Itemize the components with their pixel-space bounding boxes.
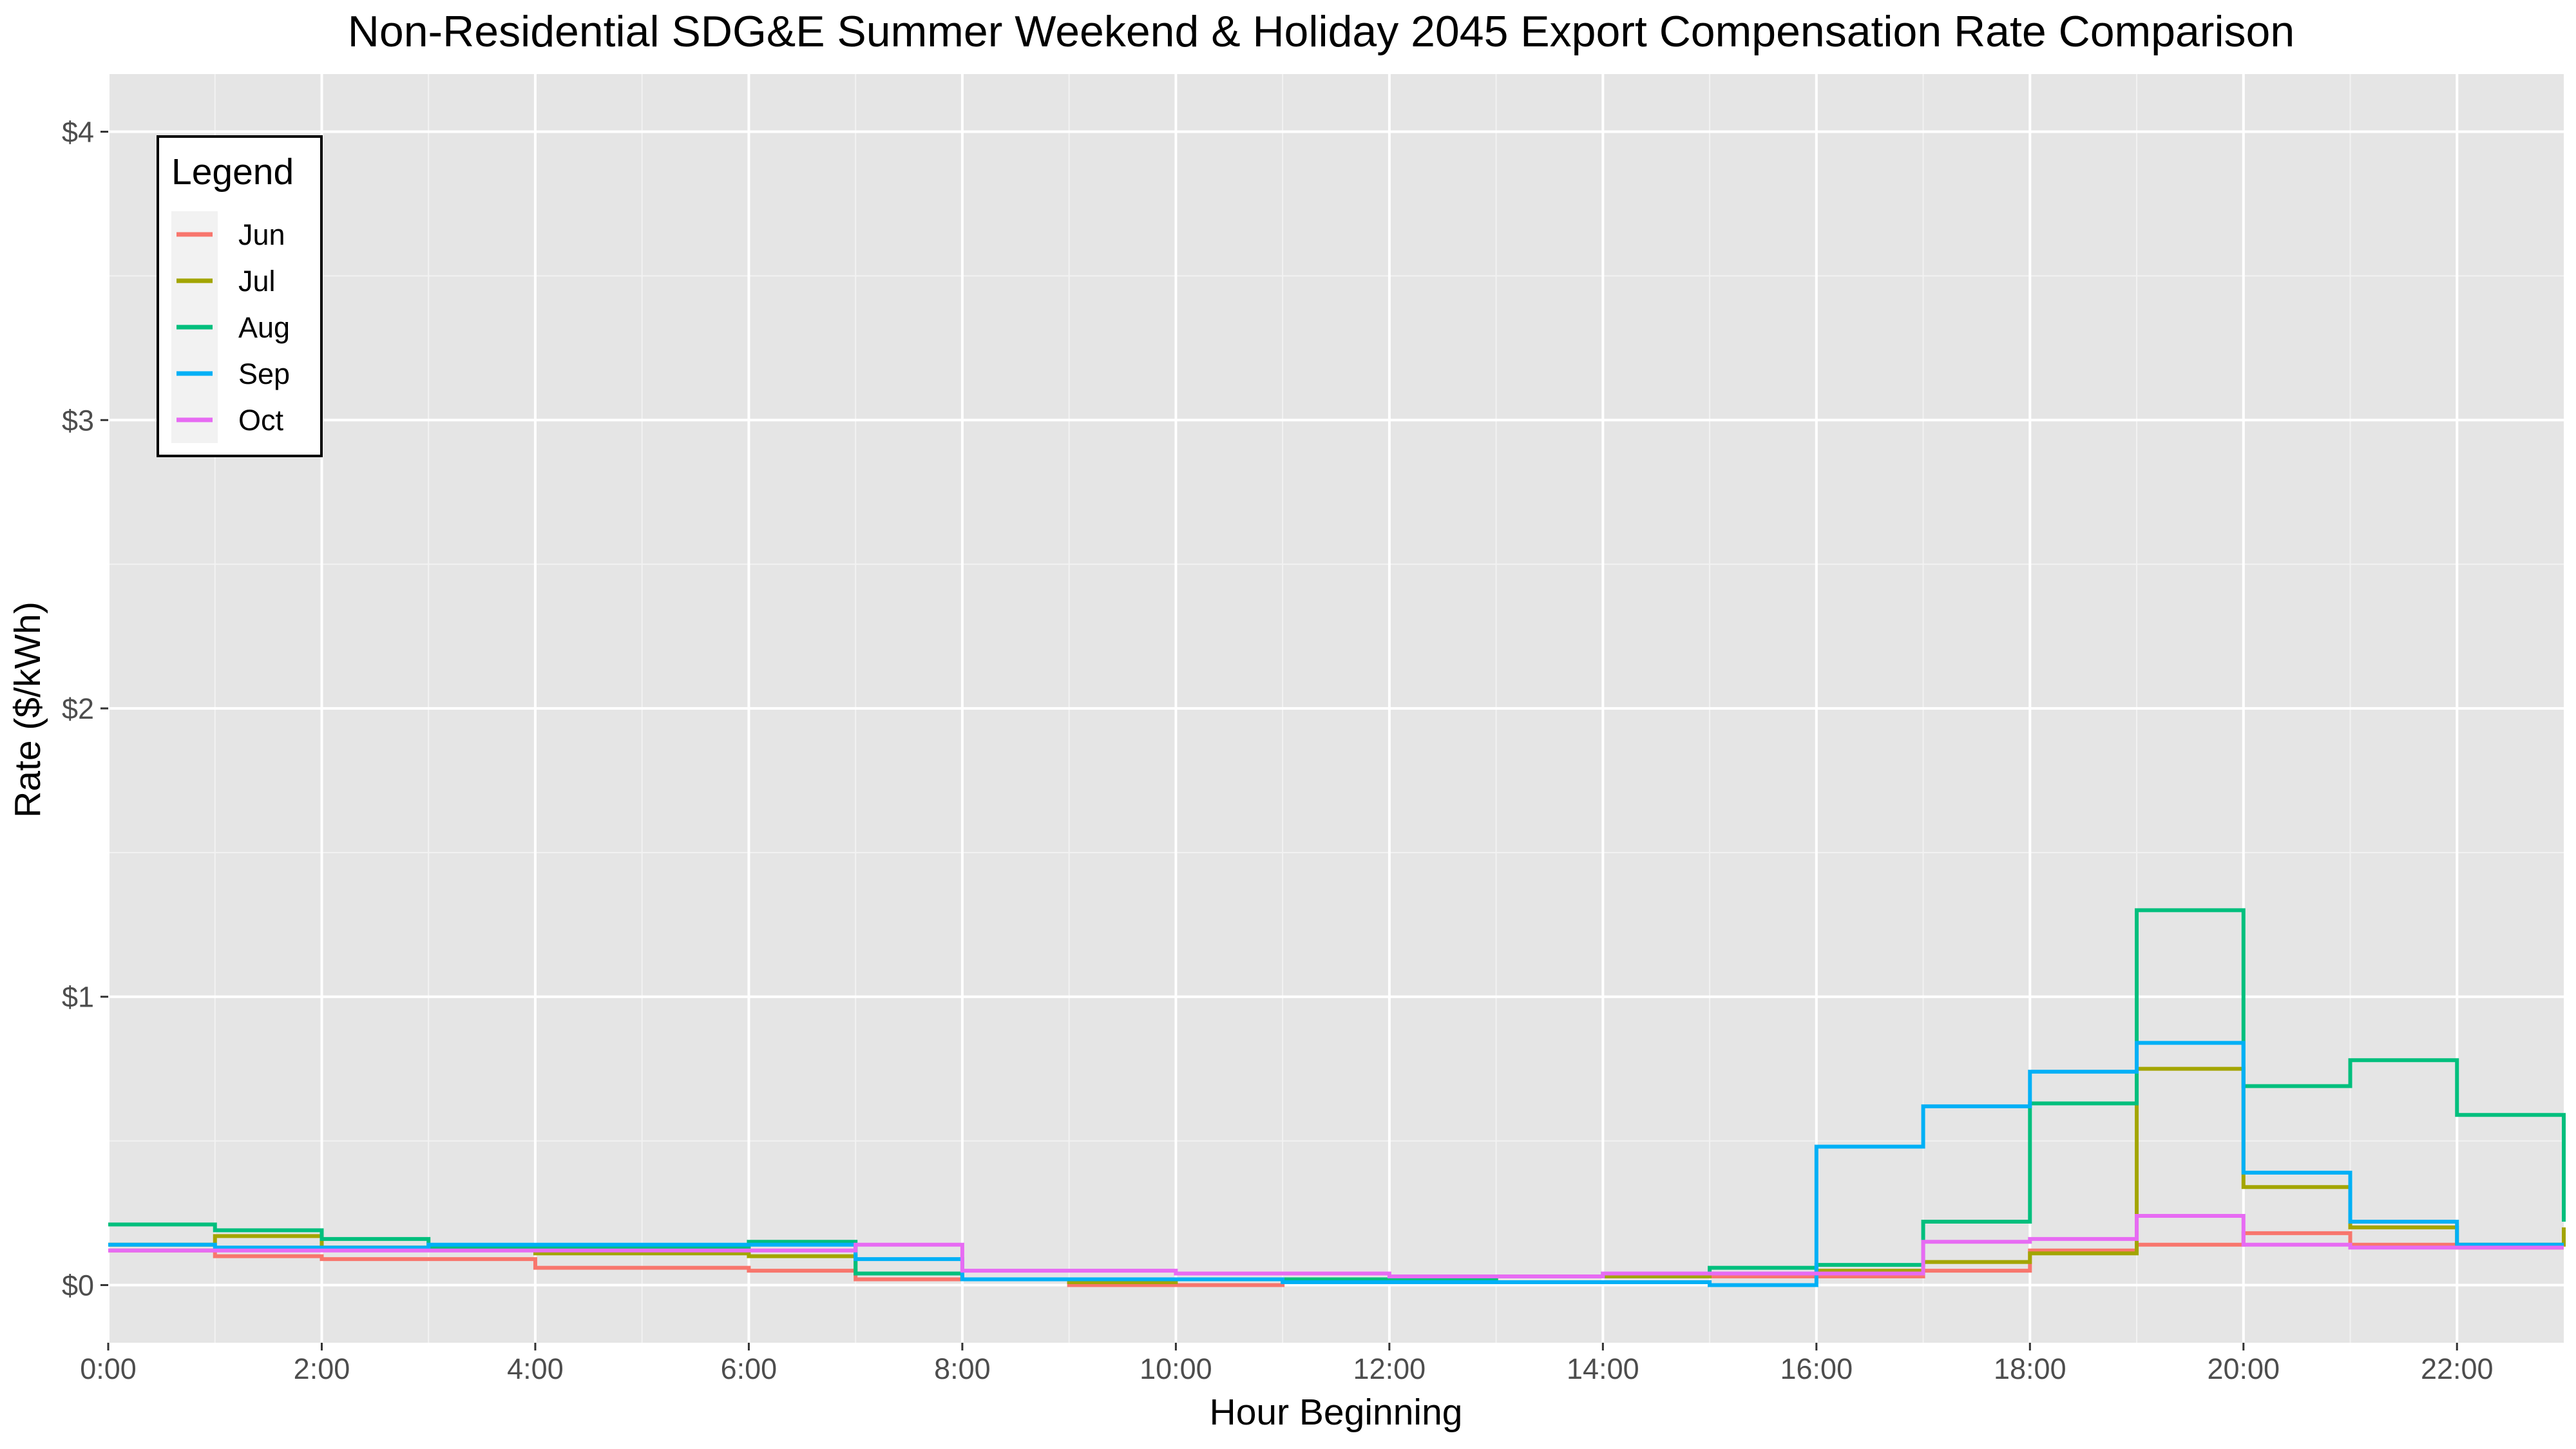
legend-label-sep: Sep (238, 357, 290, 390)
x-tick-label: 22:00 (2421, 1352, 2494, 1385)
legend-items: Jun Jul Aug Sep Oct (171, 211, 290, 443)
legend-label-jul: Jul (238, 265, 276, 298)
series-line-oct (108, 1214, 2564, 1279)
y-axis-title: Rate ($/kWh) (7, 601, 48, 818)
y-tick-label: $4 (62, 116, 94, 149)
series-line-sep (108, 1041, 2564, 1287)
x-tick-label: 8:00 (934, 1352, 991, 1385)
x-tick-label: 20:00 (2207, 1352, 2280, 1385)
y-tick-label: $0 (62, 1269, 94, 1302)
x-tick-label: 2:00 (294, 1352, 350, 1385)
legend-label-oct: Oct (238, 404, 284, 437)
x-tick-label: 12:00 (1353, 1352, 1426, 1385)
y-tick-label: $3 (62, 404, 94, 437)
x-tick-label: 6:00 (721, 1352, 778, 1385)
major-grid (107, 74, 2564, 1343)
x-tick-label: 16:00 (1780, 1352, 1853, 1385)
legend-label-aug: Aug (238, 311, 290, 344)
x-axis-ticks: 0:00 2:00 4:00 6:00 8:00 10:00 12:00 14:00 16:00… (80, 1343, 2494, 1385)
chart-title: Non-Residential SDG&E Summer Weekend & H… (348, 7, 2295, 56)
legend-title: Legend (171, 151, 294, 193)
x-tick-label: 4:00 (507, 1352, 564, 1385)
x-tick-label: 18:00 (1994, 1352, 2066, 1385)
x-tick-label: 0:00 (80, 1352, 137, 1385)
x-tick-label: 14:00 (1567, 1352, 1639, 1385)
x-tick-label: 10:00 (1140, 1352, 1212, 1385)
y-axis-ticks: $0 $1 $2 $3 $4 (62, 116, 108, 1302)
legend: Legend Jun Jul Aug Sep Oct (157, 135, 323, 457)
y-tick-label: $2 (62, 692, 94, 725)
y-tick-label: $1 (62, 981, 94, 1014)
legend-label-jun: Jun (238, 218, 285, 251)
series-layer (108, 908, 2566, 1287)
x-axis-title: Hour Beginning (1210, 1392, 1463, 1433)
